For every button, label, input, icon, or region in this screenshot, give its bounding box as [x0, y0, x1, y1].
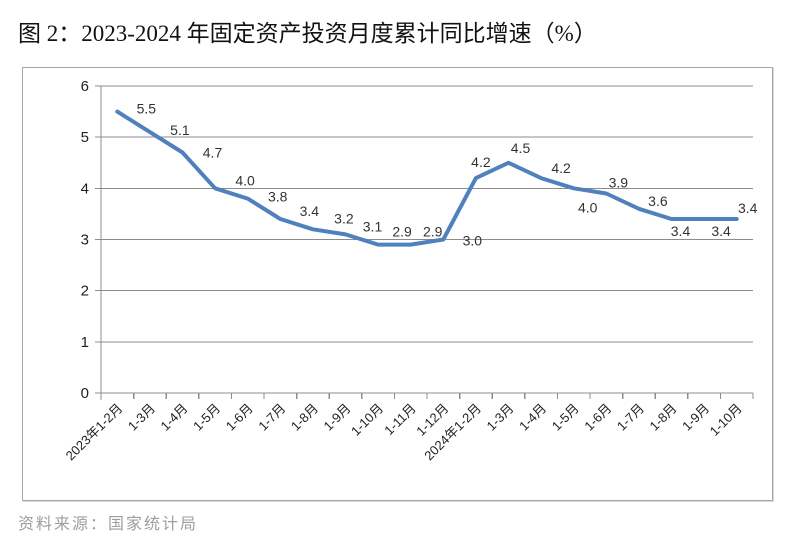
data-point-label: 3.0: [463, 233, 483, 249]
x-axis-tick-label: 1-8月: [647, 401, 680, 434]
source-note: 资料来源：国家统计局: [18, 516, 199, 533]
x-axis-tick-label: 1-7月: [255, 401, 288, 434]
x-axis-tick-label: 1-10月: [348, 401, 386, 439]
x-axis-tick-label: 1-7月: [614, 401, 647, 434]
chart-frame: 0 1 2 3 4 5 6 2023年1-2月 1-3月 1-4月 1-5月 1-6月 1-7月 1-8月…: [22, 67, 773, 501]
figure-title: 图 2：2023-2024 年固定资产投资月度累计同比增速（%）: [18, 21, 597, 46]
data-point-label: 3.4: [738, 200, 758, 216]
data-point-label: 3.4: [711, 223, 731, 239]
y-axis-tick-label: 4: [81, 180, 89, 197]
x-axis-tick-label: 1-3月: [484, 401, 517, 434]
x-axis-tick-label: 1-6月: [223, 401, 256, 434]
x-axis-tick-label: 1-8月: [288, 401, 321, 434]
x-axis-tick-label: 1-3月: [125, 401, 158, 434]
x-axis-tick-label: 2023年1-2月: [63, 401, 126, 464]
y-axis-tick-label: 6: [81, 78, 89, 95]
y-axis-tick-label: 2: [81, 283, 89, 300]
data-point-label: 3.1: [363, 218, 383, 234]
data-point-label: 4.0: [578, 199, 598, 215]
data-point-label: 4.2: [471, 154, 491, 170]
data-point-label: 3.6: [648, 193, 668, 209]
data-point-label: 2.9: [423, 224, 443, 240]
x-axis-tick-label: 1-4月: [516, 401, 549, 434]
y-axis-tick-label: 5: [81, 129, 89, 146]
data-point-label: 3.4: [300, 203, 320, 219]
data-point-label: 5.1: [170, 122, 190, 138]
x-axis-tick-label: 1-5月: [190, 401, 223, 434]
x-axis-tick-label: 1-6月: [581, 401, 614, 434]
data-point-label: 5.5: [137, 101, 157, 117]
data-point-label: 2.9: [392, 224, 412, 240]
y-axis-tick-label: 3: [81, 232, 89, 249]
x-axis-tick-label: 1-5月: [549, 401, 582, 434]
data-point-label: 4.7: [203, 145, 223, 161]
data-point-label: 4.2: [551, 160, 571, 176]
data-point-label: 3.9: [609, 175, 629, 191]
series-line: [115, 109, 739, 247]
y-axis-tick-label: 0: [81, 385, 89, 402]
data-point-label: 4.5: [511, 140, 531, 156]
data-point-label: 3.4: [671, 223, 691, 239]
x-axis-tick-label: 1-10月: [707, 401, 745, 439]
data-point-label: 3.2: [334, 210, 354, 226]
x-axis-tick-label: 1-4月: [158, 401, 191, 434]
data-point-label: 4.0: [235, 172, 255, 188]
data-point-label: 3.8: [268, 189, 288, 205]
y-axis-tick-label: 1: [81, 334, 89, 351]
x-axis-tick-label: 1-11月: [381, 401, 419, 439]
